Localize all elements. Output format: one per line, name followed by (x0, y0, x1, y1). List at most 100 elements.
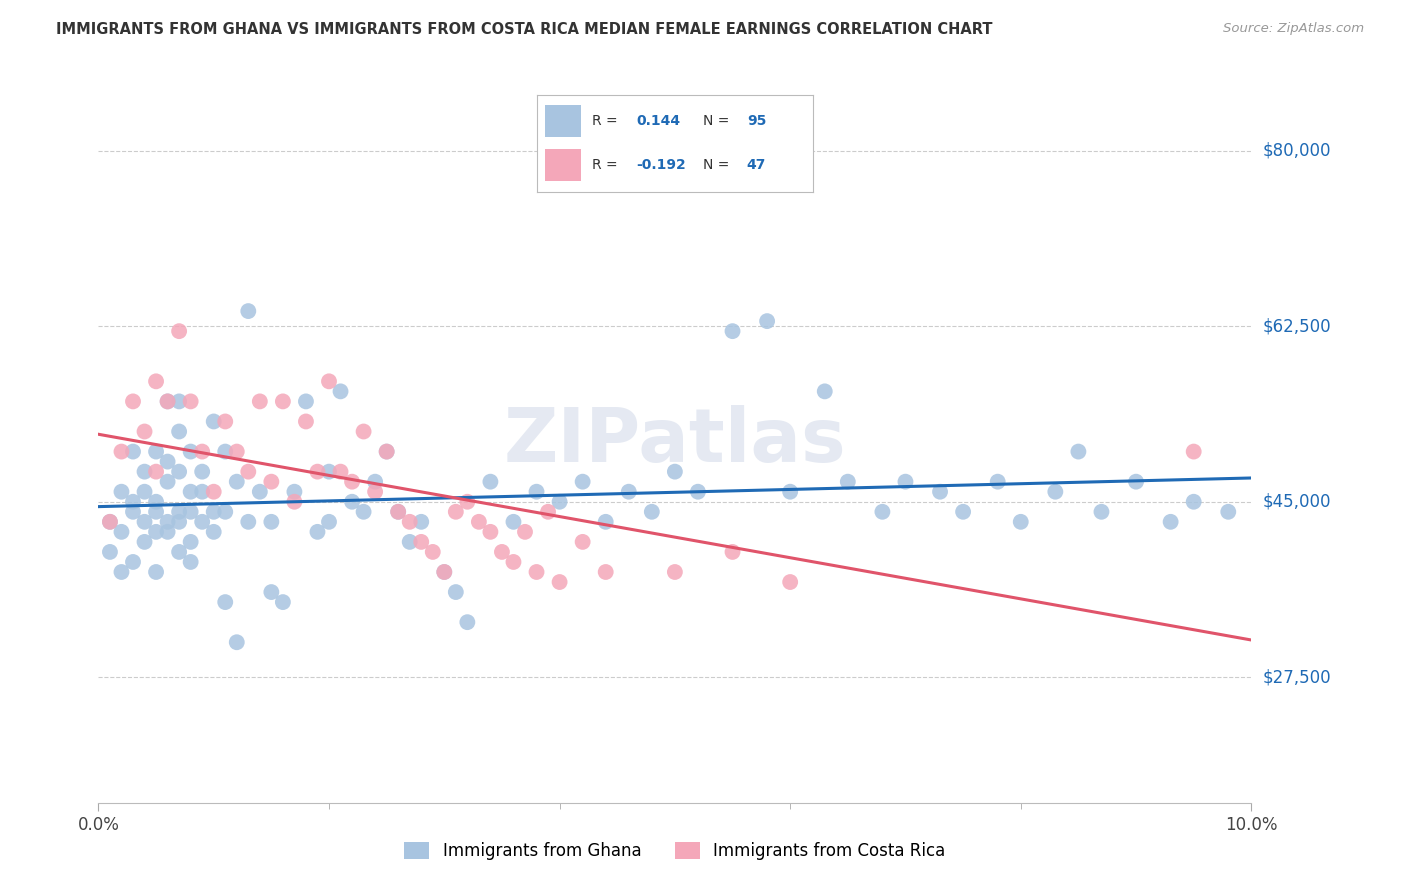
Point (110, 565, 132, 579)
Point (526, 484, 548, 499)
Point (191, 484, 214, 499)
Point (929, 484, 952, 499)
Text: $80,000: $80,000 (1263, 142, 1331, 160)
Point (180, 505, 202, 519)
Point (238, 304, 260, 318)
Point (433, 565, 456, 579)
Point (468, 515, 491, 529)
Point (110, 444, 132, 458)
Point (271, 595, 294, 609)
Point (479, 524, 502, 539)
Point (214, 414, 236, 428)
Point (411, 515, 433, 529)
Point (318, 465, 340, 479)
Point (167, 394, 190, 409)
Point (225, 475, 247, 489)
Point (364, 484, 387, 499)
Point (180, 444, 202, 458)
Point (307, 465, 329, 479)
Point (180, 484, 202, 499)
Point (145, 465, 167, 479)
Point (1160, 515, 1182, 529)
Point (295, 414, 318, 428)
Point (260, 585, 283, 599)
Point (548, 574, 571, 589)
Point (364, 475, 387, 489)
Point (295, 394, 318, 409)
Point (318, 374, 340, 388)
Point (122, 494, 145, 508)
Point (167, 425, 190, 439)
Point (145, 565, 167, 579)
Text: IMMIGRANTS FROM GHANA VS IMMIGRANTS FROM COSTA RICA MEDIAN FEMALE EARNINGS CORRE: IMMIGRANTS FROM GHANA VS IMMIGRANTS FROM… (56, 22, 993, 37)
Point (721, 545, 744, 559)
Point (98, 515, 121, 529)
Point (456, 494, 478, 508)
Point (98, 515, 121, 529)
Point (283, 484, 305, 499)
Point (664, 565, 686, 579)
Point (271, 394, 294, 409)
Point (145, 494, 167, 508)
Point (134, 534, 156, 549)
Point (238, 515, 260, 529)
Point (329, 465, 352, 479)
Point (353, 505, 375, 519)
Point (110, 524, 132, 539)
Point (214, 444, 236, 458)
Text: $45,000: $45,000 (1263, 492, 1331, 511)
Text: $62,500: $62,500 (1263, 318, 1331, 335)
Point (283, 494, 305, 508)
Point (180, 555, 202, 569)
Point (952, 505, 974, 519)
Point (318, 515, 340, 529)
Point (249, 394, 271, 409)
Point (122, 394, 145, 409)
Point (456, 615, 478, 630)
Point (837, 475, 859, 489)
Point (180, 534, 202, 549)
Point (571, 475, 593, 489)
Point (167, 505, 190, 519)
Point (340, 475, 363, 489)
Point (134, 425, 156, 439)
Point (502, 515, 524, 529)
Point (134, 465, 156, 479)
Point (167, 324, 190, 338)
Point (340, 494, 363, 508)
Point (156, 394, 179, 409)
Point (387, 505, 409, 519)
Text: ZIPatlas: ZIPatlas (503, 405, 846, 478)
Point (479, 475, 502, 489)
Point (894, 475, 917, 489)
Point (156, 515, 179, 529)
Point (641, 505, 664, 519)
Point (145, 444, 167, 458)
Point (225, 444, 247, 458)
Point (686, 484, 709, 499)
Point (444, 585, 467, 599)
Point (502, 555, 524, 569)
Point (1067, 444, 1090, 458)
Point (756, 314, 779, 328)
Point (98, 545, 121, 559)
Text: Source: ZipAtlas.com: Source: ZipAtlas.com (1223, 22, 1364, 36)
Point (398, 534, 420, 549)
Point (110, 484, 132, 499)
Point (571, 534, 593, 549)
Point (214, 595, 236, 609)
Point (1045, 484, 1067, 499)
Point (1010, 515, 1032, 529)
Point (238, 465, 260, 479)
Text: $27,500: $27,500 (1263, 668, 1331, 686)
Point (433, 565, 456, 579)
Point (202, 524, 225, 539)
Point (180, 394, 202, 409)
Point (444, 505, 467, 519)
Point (872, 505, 894, 519)
Point (1090, 505, 1112, 519)
Point (1125, 475, 1147, 489)
Point (422, 545, 444, 559)
Point (491, 545, 513, 559)
Point (987, 475, 1010, 489)
